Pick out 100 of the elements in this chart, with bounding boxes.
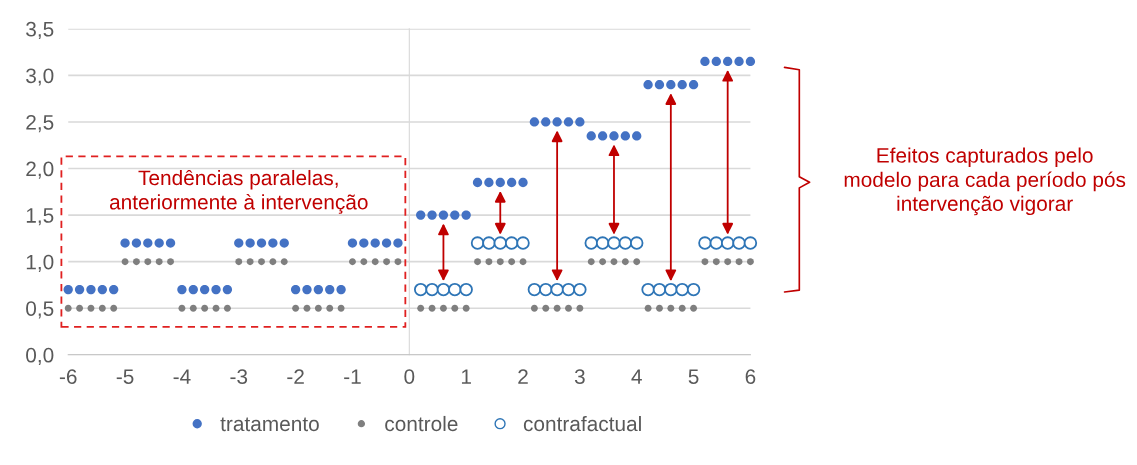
point — [131, 238, 142, 248]
point — [439, 304, 447, 312]
point — [290, 284, 301, 295]
point — [120, 238, 130, 248]
point — [724, 258, 732, 266]
point — [349, 258, 356, 266]
point — [563, 117, 574, 127]
point — [177, 284, 187, 295]
y-tick-label: 2,0 — [26, 161, 54, 179]
point — [97, 284, 107, 295]
point — [597, 131, 608, 141]
point — [529, 117, 540, 127]
point — [427, 210, 437, 220]
point — [690, 304, 698, 312]
point — [576, 304, 584, 312]
point — [245, 238, 255, 248]
point — [394, 258, 402, 266]
y-tick-label: 3,5 — [26, 21, 54, 40]
point — [189, 304, 197, 312]
point — [303, 304, 311, 312]
point — [461, 210, 471, 220]
point — [155, 258, 163, 266]
point — [188, 284, 198, 295]
point — [470, 236, 485, 250]
point — [633, 258, 641, 266]
annotation: Tendências paralelas, anteriormente à intervenção — [109, 169, 368, 214]
point — [144, 258, 152, 266]
point — [652, 282, 667, 297]
point — [450, 210, 460, 220]
point — [383, 258, 391, 266]
point — [482, 236, 496, 250]
point — [313, 284, 324, 295]
point — [698, 236, 712, 250]
point — [678, 304, 686, 312]
point — [516, 236, 530, 250]
point — [667, 304, 675, 312]
point — [143, 238, 153, 248]
point — [495, 177, 505, 188]
point — [561, 282, 576, 297]
x-tick-label: 5 — [688, 369, 699, 384]
point — [484, 177, 494, 188]
point — [109, 284, 119, 295]
point — [701, 258, 709, 266]
point — [711, 56, 721, 67]
x-tick-label: -4 — [173, 369, 191, 384]
x-tick-label: -2 — [287, 369, 304, 384]
point — [63, 284, 73, 295]
point — [666, 80, 676, 90]
point — [527, 282, 542, 297]
point — [393, 238, 403, 248]
point — [735, 258, 743, 266]
x-tick-label: 3 — [574, 369, 585, 384]
point — [256, 238, 267, 248]
point — [413, 282, 428, 297]
point — [688, 80, 699, 90]
point — [530, 304, 538, 312]
point — [234, 238, 244, 248]
point — [734, 56, 744, 67]
text: Efeitos capturados pelo modelo para cada período pós intervenção vigorar — [844, 147, 1126, 216]
point — [584, 236, 598, 250]
point — [472, 177, 483, 188]
point — [326, 304, 334, 312]
x-tick-label: -6 — [59, 369, 77, 384]
point — [425, 282, 439, 297]
point — [302, 284, 312, 295]
point — [165, 238, 176, 248]
point — [336, 284, 346, 295]
point — [211, 284, 221, 295]
x-tick-label: 1 — [461, 369, 471, 384]
point — [686, 282, 701, 297]
point — [632, 131, 642, 141]
point — [573, 282, 587, 297]
point — [504, 236, 519, 250]
point — [121, 258, 129, 266]
point — [575, 117, 585, 127]
point — [451, 304, 459, 312]
point — [268, 238, 278, 248]
point — [595, 236, 610, 250]
point — [712, 258, 720, 266]
point — [539, 282, 553, 297]
point — [643, 80, 653, 90]
point — [337, 304, 345, 312]
point — [347, 238, 358, 248]
y-tick-label: 1,0 — [26, 254, 54, 272]
point — [709, 236, 724, 250]
point — [381, 238, 392, 248]
point — [360, 258, 368, 266]
point — [743, 236, 758, 250]
point — [436, 282, 451, 297]
point — [223, 304, 231, 312]
point — [664, 282, 678, 297]
x-tick-label: 0 — [404, 369, 415, 384]
point — [269, 258, 277, 266]
point — [621, 258, 629, 266]
point — [553, 304, 561, 312]
point — [258, 258, 265, 266]
point — [370, 238, 380, 248]
point — [654, 80, 665, 90]
point — [212, 304, 220, 312]
point — [677, 80, 687, 90]
